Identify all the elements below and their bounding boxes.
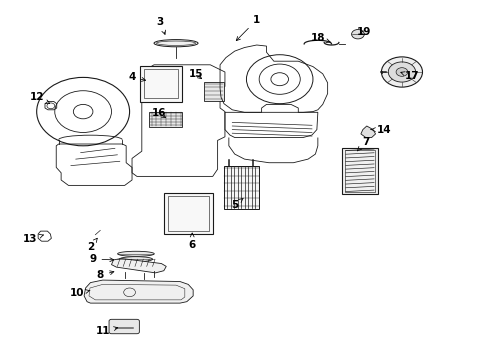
Bar [143, 69, 178, 98]
Text: 9: 9 [89, 254, 114, 264]
Circle shape [351, 30, 364, 39]
Circle shape [387, 62, 415, 82]
Bar [163, 193, 212, 234]
Ellipse shape [154, 40, 198, 47]
FancyBboxPatch shape [140, 66, 182, 102]
Polygon shape [360, 126, 375, 138]
Bar [167, 196, 208, 231]
Text: 10: 10 [70, 288, 90, 298]
Text: 7: 7 [357, 137, 369, 151]
Text: 6: 6 [188, 233, 195, 250]
Circle shape [395, 68, 407, 76]
Bar [224, 166, 259, 209]
Polygon shape [84, 280, 193, 303]
Text: 11: 11 [95, 326, 118, 336]
FancyBboxPatch shape [109, 319, 139, 334]
Ellipse shape [119, 257, 152, 262]
Text: 12: 12 [29, 92, 50, 103]
Text: 15: 15 [188, 69, 203, 79]
Text: 14: 14 [370, 125, 390, 135]
Text: 3: 3 [157, 17, 165, 35]
Ellipse shape [118, 251, 154, 256]
Text: 17: 17 [400, 71, 419, 81]
Bar [345, 150, 374, 192]
Text: 8: 8 [97, 270, 114, 280]
Text: 18: 18 [310, 33, 330, 43]
Bar [204, 82, 224, 101]
Bar [149, 112, 182, 127]
Bar [342, 148, 377, 194]
Text: 2: 2 [87, 238, 97, 252]
Circle shape [381, 57, 422, 87]
Text: 5: 5 [231, 198, 243, 210]
Text: 16: 16 [151, 108, 166, 118]
Polygon shape [111, 258, 166, 273]
Text: 4: 4 [128, 72, 145, 82]
Text: 1: 1 [236, 15, 260, 41]
Text: 19: 19 [356, 27, 371, 37]
Text: 13: 13 [23, 234, 43, 244]
